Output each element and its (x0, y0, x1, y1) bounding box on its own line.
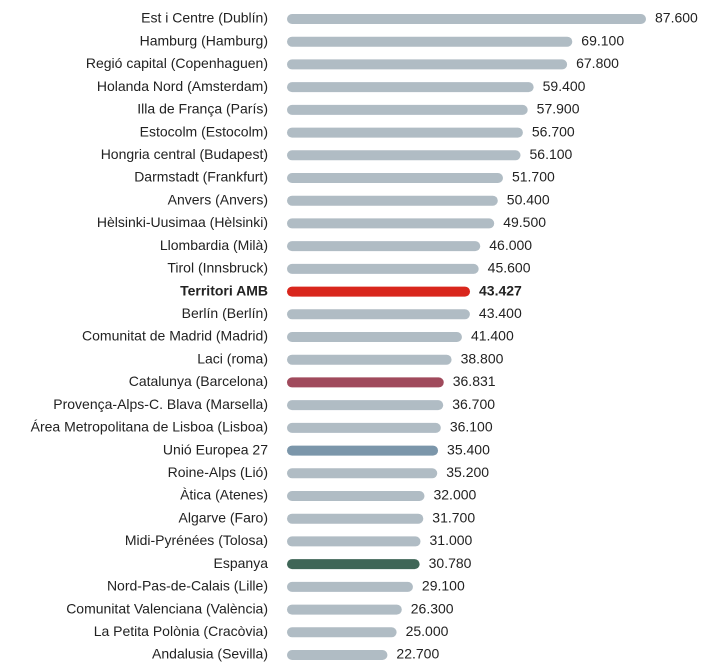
value-label: 29.100 (422, 578, 465, 594)
value-label: 59.400 (543, 78, 586, 94)
value-label: 51.700 (512, 169, 555, 185)
category-label: Roine-Alps (Lió) (168, 464, 268, 480)
value-label: 49.500 (503, 214, 546, 230)
value-label: 41.400 (471, 328, 514, 344)
category-label: Unió Europea 27 (163, 441, 268, 457)
category-label: Holanda Nord (Amsterdam) (97, 78, 268, 94)
value-label: 35.200 (446, 464, 489, 480)
category-label: Regió capital (Copenhaguen) (86, 55, 268, 71)
category-label: Tirol (Innsbruck) (167, 260, 268, 276)
category-label: Berlín (Berlín) (182, 305, 268, 321)
value-label: 36.100 (450, 419, 493, 435)
category-label: Illa de França (París) (137, 101, 268, 117)
value-label: 26.300 (411, 600, 454, 616)
value-label: 31.000 (430, 532, 473, 548)
category-label: Laci (roma) (197, 350, 268, 366)
category-label: Comunitat Valenciana (València) (66, 600, 268, 616)
value-label: 50.400 (507, 191, 550, 207)
value-label: 43.400 (479, 305, 522, 321)
category-label: Estocolm (Estocolm) (140, 123, 268, 139)
category-label: Est i Centre (Dublín) (141, 10, 268, 26)
category-label: Territori AMB (180, 282, 268, 298)
category-label: Nord-Pas-de-Calais (Lille) (107, 578, 268, 594)
value-label: 69.100 (581, 32, 624, 48)
value-label: 45.600 (488, 260, 531, 276)
value-label: 56.700 (532, 123, 575, 139)
value-label: 87.600 (655, 10, 698, 26)
value-label: 36.700 (452, 396, 495, 412)
category-label: Andalusia (Sevilla) (152, 646, 268, 662)
category-label: Provença-Alps-C. Blava (Marsella) (53, 396, 268, 412)
value-label: 30.780 (429, 555, 472, 571)
value-label: 38.800 (461, 350, 504, 366)
category-label: Hèlsinki-Uusimaa (Hèlsinki) (97, 214, 268, 230)
value-label: 22.700 (396, 646, 439, 662)
category-label: Área Metropolitana de Lisboa (Lisboa) (31, 419, 268, 435)
value-label: 35.400 (447, 441, 490, 457)
value-label: 67.800 (576, 55, 619, 71)
category-label: Llombardia (Milà) (160, 237, 268, 253)
value-label: 46.000 (489, 237, 532, 253)
category-label: La Petita Polònia (Cracòvia) (94, 623, 268, 639)
value-label: 36.831 (453, 373, 496, 389)
category-label: Midi-Pyrénées (Tolosa) (125, 532, 268, 548)
value-label: 31.700 (432, 509, 475, 525)
value-label: 32.000 (433, 487, 476, 503)
category-label: Algarve (Faro) (179, 509, 268, 525)
category-label: Comunitat de Madrid (Madrid) (82, 328, 268, 344)
category-label: Darmstadt (Frankfurt) (134, 169, 268, 185)
category-label: Àtica (Atenes) (180, 487, 268, 503)
category-label: Espanya (214, 555, 269, 571)
category-label: Hongria central (Budapest) (101, 146, 268, 162)
value-label: 43.427 (479, 282, 522, 298)
category-label: Anvers (Anvers) (168, 191, 268, 207)
category-label: Hamburg (Hamburg) (140, 32, 268, 48)
value-label: 56.100 (530, 146, 573, 162)
value-label: 57.900 (537, 101, 580, 117)
category-label: Catalunya (Barcelona) (129, 373, 268, 389)
value-label: 25.000 (406, 623, 449, 639)
